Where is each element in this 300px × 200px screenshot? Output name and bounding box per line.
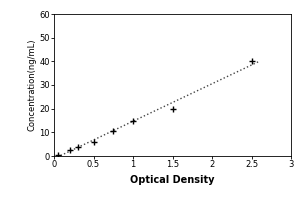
X-axis label: Optical Density: Optical Density <box>130 175 215 185</box>
Y-axis label: Concentration(ng/mL): Concentration(ng/mL) <box>27 39 36 131</box>
